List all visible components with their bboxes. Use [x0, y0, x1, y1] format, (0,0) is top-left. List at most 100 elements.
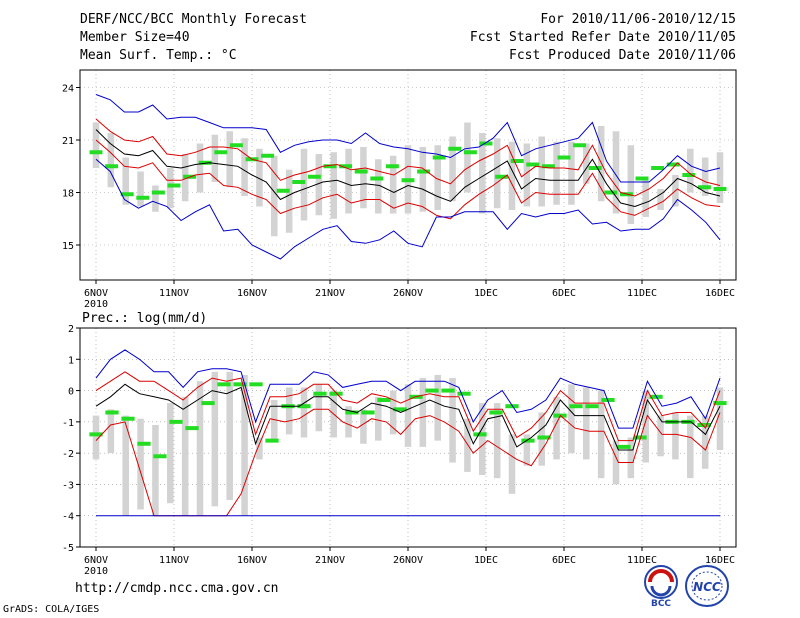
temp-spread-box [107, 133, 115, 188]
prec-spread-box [404, 384, 412, 447]
prec-spread-box [375, 396, 382, 441]
temp-spread-box [523, 143, 531, 207]
temp-median-mark [666, 162, 680, 167]
prec-median-mark [617, 444, 631, 449]
temp-y-tick-label: 18 [62, 189, 74, 200]
prec-spread-box [612, 440, 620, 485]
forecast-figure: 6NOV 11NOV 16NOV 21NOV 26NOV 1DEC 6DEC 11DEC 16D… [62, 69, 737, 577]
prec-median-mark [249, 382, 263, 387]
prec-median-mark [345, 410, 359, 415]
temp-min-line [95, 158, 721, 260]
temp-spread-box [419, 147, 427, 212]
temp-spread-box [553, 141, 560, 205]
temp-x-year-label: 2010 [84, 299, 108, 310]
temp-median-mark [370, 176, 384, 181]
temp-spread-box [716, 152, 724, 203]
prec-median-mark [425, 388, 439, 393]
temp-spread-box [701, 157, 709, 196]
temp-spread-box [345, 148, 352, 214]
temp-spread-box [434, 145, 441, 210]
prec-x-tick-label: 6DEC [552, 555, 576, 566]
prec-spread-box [568, 384, 575, 454]
temp-median-mark [261, 153, 275, 158]
temp-spread-box [493, 138, 501, 209]
temp-spread-box [538, 136, 545, 207]
prec-spread-box [226, 371, 233, 501]
temp-median-mark [323, 164, 337, 169]
temp-y-tick-label: 21 [62, 136, 74, 147]
prec-mean-line [95, 383, 721, 451]
temp-median-mark [292, 180, 306, 184]
variable-label: Mean Surf. Temp.: °C [80, 48, 237, 63]
prec-spread-box [152, 424, 159, 516]
temp-spread-box [271, 155, 278, 237]
temp-spread-box [642, 180, 649, 217]
prec-spread-box [92, 415, 100, 460]
temp-spread-box [330, 152, 337, 219]
temp-median-mark [479, 141, 493, 146]
prec-y-tick-label: -5 [62, 543, 74, 554]
temp-spread-box [211, 134, 219, 182]
prec-median-mark [713, 401, 727, 406]
temp-spread-box [241, 138, 248, 196]
temp-median-mark [417, 169, 431, 174]
prec-median-mark [89, 432, 103, 437]
prec-spread-box [479, 403, 486, 476]
prec-x-tick-label: 11DEC [627, 555, 657, 566]
prec-spread-box [211, 371, 219, 507]
prec-x-tick-label: 16NOV [237, 555, 267, 566]
temp-median-mark [151, 190, 165, 195]
prec-median-mark [361, 410, 375, 415]
temp-spread-box [315, 154, 323, 216]
prec-spread-box [583, 387, 590, 460]
prec-median-mark [329, 391, 343, 396]
prec-median-mark [201, 401, 215, 406]
prec-y-tick-label: 0 [68, 387, 74, 398]
temp-median-mark [198, 160, 212, 165]
temp-y-tick-label: 24 [62, 84, 74, 95]
temp-spread-box [657, 189, 664, 210]
temp-plot-frame [79, 69, 737, 281]
temp-median-mark [588, 166, 602, 170]
start-date-label: Fcst Started Refer Date 2010/11/05 [469, 30, 736, 45]
temp-median-mark [651, 166, 665, 170]
temp-median-mark [557, 155, 571, 160]
prec-spread-box [167, 403, 174, 504]
prec-spread-box [508, 434, 516, 494]
member-size-label: Member Size=40 [80, 30, 190, 45]
grads-credit: GrADS: COLA/IGES [3, 604, 100, 615]
temp-median-mark [385, 164, 399, 169]
prec-max-line [95, 349, 721, 429]
source-url[interactable]: http://cmdp.ncc.cma.gov.cn [75, 581, 279, 596]
temp-median-mark [463, 150, 477, 155]
temp-median-mark [307, 174, 321, 179]
temp-median-mark [401, 178, 415, 183]
temp-median-mark [448, 146, 462, 151]
temp-spread-box [137, 171, 144, 207]
prec-median-mark [377, 397, 391, 402]
temp-x-tick-label: 21NOV [315, 288, 345, 299]
temp-spread-box [687, 148, 694, 193]
temp-spread-box [122, 157, 129, 205]
prec-median-mark [697, 422, 711, 427]
prec-spread-box [315, 384, 323, 432]
prec-x-tick-label: 6NOV [84, 555, 108, 566]
prec-x-tick-label: 11NOV [159, 555, 189, 566]
prec-x-tick-label: 1DEC [474, 555, 498, 566]
prec-spread-box [597, 390, 605, 479]
temp-median-mark [432, 155, 446, 160]
prec-median-mark [473, 432, 487, 437]
prec-spread-box [137, 418, 144, 510]
prec-y-tick-label: 2 [68, 324, 74, 335]
prec-median-mark [521, 438, 535, 443]
prec-median-mark [457, 391, 471, 396]
prec-y-tick-label: -1 [62, 418, 74, 429]
prec-median-mark [297, 404, 311, 409]
prec-spread-box [716, 387, 724, 451]
prec-x-tick-label: 16DEC [705, 555, 735, 566]
temp-spread-box [583, 143, 590, 184]
prec-spread-box [687, 415, 694, 479]
temp-median-mark [229, 143, 243, 148]
temp-spread-box [612, 131, 620, 214]
prec-median-mark [217, 382, 231, 387]
